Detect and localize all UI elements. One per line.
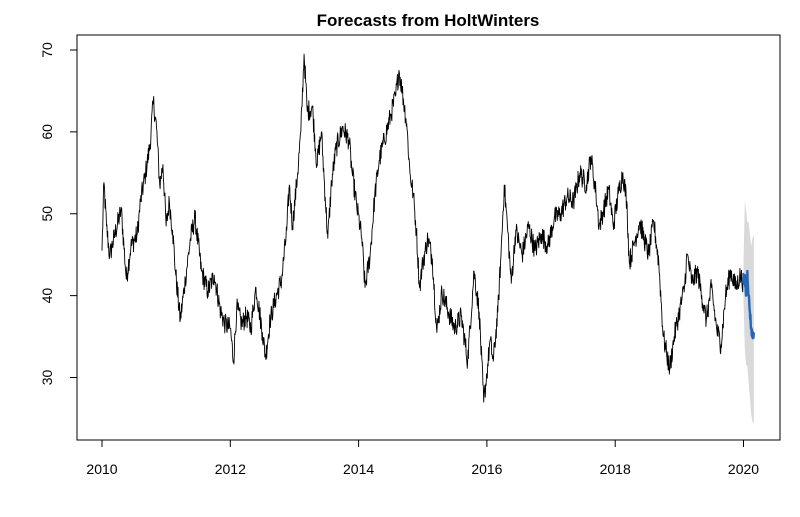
x-tick-label: 2014 xyxy=(343,461,374,477)
chart-title: Forecasts from HoltWinters xyxy=(317,11,540,30)
plot-layer xyxy=(101,53,755,423)
y-tick-label: 40 xyxy=(39,288,55,304)
y-tick-label: 70 xyxy=(39,42,55,58)
observed-line xyxy=(101,53,744,403)
x-tick-label: 2018 xyxy=(600,461,631,477)
x-tick-label: 2012 xyxy=(215,461,246,477)
y-tick-label: 60 xyxy=(39,124,55,140)
x-tick-label: 2010 xyxy=(86,461,117,477)
x-tick-label: 2016 xyxy=(471,461,502,477)
y-tick-label: 50 xyxy=(39,206,55,222)
forecast-line xyxy=(742,269,755,340)
prediction-interval xyxy=(743,201,754,423)
y-tick-label: 30 xyxy=(39,370,55,386)
x-tick-label: 2020 xyxy=(728,461,759,477)
plot-frame xyxy=(76,34,781,441)
axes-layer: 2010 2012 2014 2016 2018 2020 30 40 50 60 70 xyxy=(39,42,759,477)
